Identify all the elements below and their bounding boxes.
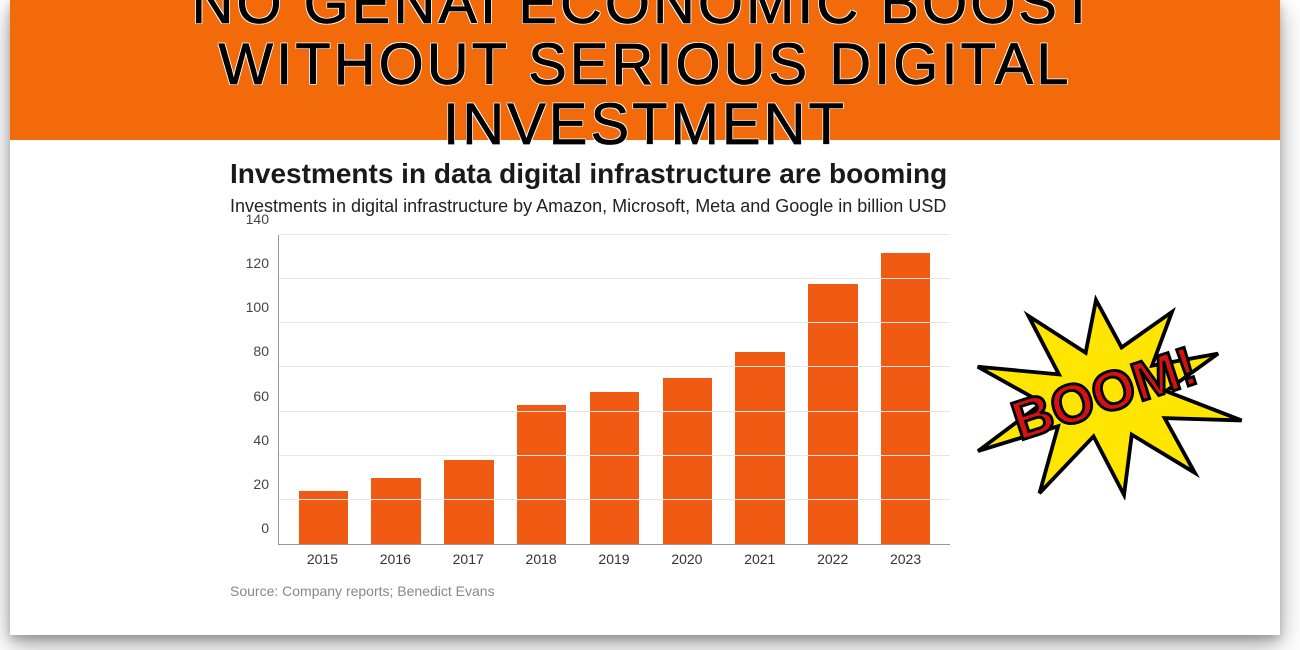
x-tick-label: 2023: [869, 551, 942, 567]
y-tick-label: 100: [246, 299, 269, 315]
x-tick-label: 2017: [432, 551, 505, 567]
chart-subtitle: Investments in digital infrastructure by…: [230, 196, 1240, 217]
chart-title: Investments in data digital infrastructu…: [230, 158, 1240, 190]
bar: [590, 392, 639, 544]
chart-source: Source: Company reports; Benedict Evans: [230, 583, 1240, 599]
slide-card: NO GENAI ECONOMIC BOOST WITHOUT SERIOUS …: [10, 0, 1280, 635]
gridline: [279, 366, 950, 367]
headline-banner: NO GENAI ECONOMIC BOOST WITHOUT SERIOUS …: [10, 0, 1280, 140]
x-tick-label: 2021: [723, 551, 796, 567]
x-tick-label: 2022: [796, 551, 869, 567]
x-tick-label: 2015: [286, 551, 359, 567]
bar-slot: [651, 235, 724, 544]
y-tick-label: 140: [246, 211, 269, 227]
bar: [881, 253, 930, 544]
x-tick-label: 2018: [505, 551, 578, 567]
gridline: [279, 278, 950, 279]
y-tick-label: 80: [253, 343, 269, 359]
y-tick-label: 60: [253, 388, 269, 404]
bars-container: [279, 235, 950, 544]
bar-slot: [287, 235, 360, 544]
x-tick-label: 2016: [359, 551, 432, 567]
gridline: [279, 455, 950, 456]
y-tick-label: 20: [253, 476, 269, 492]
gridline: [279, 322, 950, 323]
bar-slot: [578, 235, 651, 544]
x-tick-label: 2019: [578, 551, 651, 567]
bar: [735, 352, 784, 544]
x-axis-labels: 201520162017201820192020202120222023: [278, 545, 950, 567]
gridline: [279, 234, 950, 235]
gridline: [279, 499, 950, 500]
bar: [371, 478, 420, 544]
headline-title: NO GENAI ECONOMIC BOOST WITHOUT SERIOUS …: [40, 0, 1250, 156]
bar-chart: 020406080100120140 201520162017201820192…: [230, 235, 950, 567]
boom-burst-icon: BOOM!: [960, 290, 1250, 500]
bar-slot: [433, 235, 506, 544]
bar: [663, 378, 712, 544]
bar-slot: [796, 235, 869, 544]
gridline: [279, 411, 950, 412]
bar: [444, 460, 493, 544]
x-tick-label: 2020: [650, 551, 723, 567]
bar-slot: [360, 235, 433, 544]
plot-area: 020406080100120140: [278, 235, 950, 545]
bar-slot: [505, 235, 578, 544]
y-tick-label: 120: [246, 255, 269, 271]
boom-graphic: BOOM!: [960, 290, 1250, 500]
bar-slot: [869, 235, 942, 544]
y-tick-label: 0: [261, 520, 269, 536]
bar: [517, 405, 566, 544]
bar-slot: [724, 235, 797, 544]
y-tick-label: 40: [253, 432, 269, 448]
